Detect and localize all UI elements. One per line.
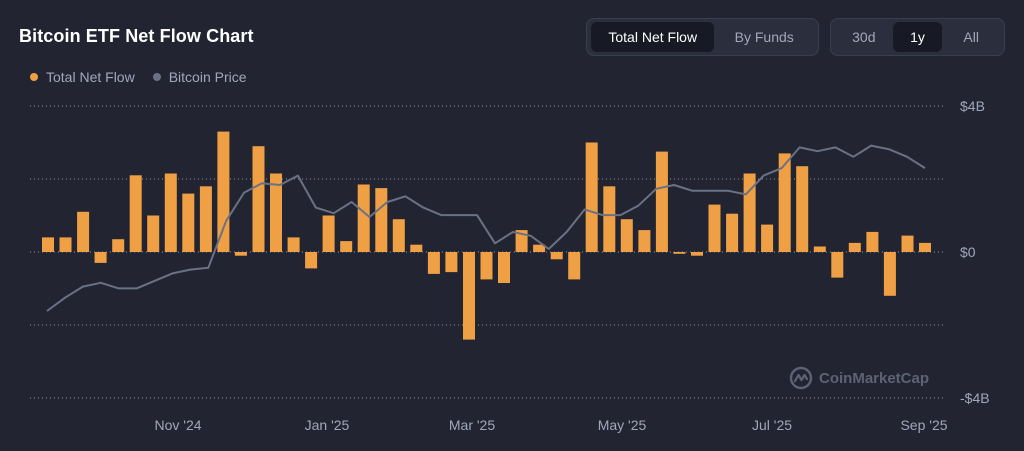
flow-bar	[252, 146, 265, 252]
flow-bar	[77, 211, 90, 252]
flow-bar	[726, 213, 739, 252]
view-toggle: Total Net Flow By Funds	[586, 18, 819, 56]
y-tick-label: $0	[960, 244, 976, 260]
tab-total-net-flow[interactable]: Total Net Flow	[591, 22, 715, 52]
flow-bar	[305, 252, 318, 269]
flow-bar	[234, 252, 247, 256]
watermark-text: CoinMarketCap	[819, 369, 930, 387]
flow-bar	[182, 193, 195, 252]
range-all-button[interactable]: All	[963, 29, 979, 45]
flow-bar	[761, 224, 774, 252]
flow-bar	[919, 242, 931, 252]
flow-bar	[427, 252, 440, 274]
bitcoin-price-line	[46, 144, 926, 312]
flow-bar	[410, 244, 423, 252]
flow-bar	[673, 252, 686, 254]
flow-bar	[831, 252, 844, 278]
flow-bar	[568, 252, 581, 280]
flow-bar	[550, 252, 563, 260]
flow-bar	[866, 231, 879, 252]
chart-legend: Total Net Flow Bitcoin Price	[30, 69, 247, 85]
flow-bar	[620, 219, 633, 252]
flow-bar	[638, 230, 651, 252]
flow-bar	[94, 252, 107, 263]
flow-bar	[515, 230, 528, 252]
flow-bar	[357, 184, 370, 252]
flow-bar	[585, 142, 598, 252]
x-tick-label: Jan '25	[305, 417, 350, 433]
x-tick-label: May '25	[598, 417, 647, 433]
flow-bar	[498, 252, 510, 283]
legend-item-total-net-flow[interactable]: Total Net Flow	[30, 69, 135, 85]
flow-bar	[463, 252, 475, 340]
flow-bar	[147, 215, 160, 252]
flow-bar	[901, 235, 914, 252]
flow-bar	[778, 153, 791, 252]
x-tick-label: Jul '25	[752, 417, 792, 433]
flow-bar	[217, 131, 230, 252]
coinmarketcap-logo-icon	[789, 366, 813, 390]
flow-bar	[375, 188, 388, 252]
legend-label-total-net-flow: Total Net Flow	[46, 69, 135, 85]
flow-bar	[164, 173, 177, 252]
flow-bar	[322, 215, 335, 252]
flow-bar	[287, 237, 300, 252]
watermark: CoinMarketCap	[789, 366, 929, 390]
y-tick-label: $4B	[960, 98, 985, 114]
flow-bar	[340, 241, 353, 252]
legend-dot-icon	[30, 73, 38, 81]
flow-bar	[445, 252, 458, 273]
flow-bar	[691, 252, 703, 256]
chart-title: Bitcoin ETF Net Flow Chart	[19, 26, 254, 46]
y-tick-label: -$4B	[960, 390, 990, 406]
flow-bar	[848, 242, 861, 252]
flow-bar	[129, 175, 142, 252]
flow-bar	[270, 173, 282, 252]
flow-bar	[59, 237, 72, 252]
flow-bar	[533, 244, 546, 252]
flow-bar	[480, 252, 493, 280]
flow-bar	[883, 252, 896, 296]
x-tick-label: Nov '24	[154, 417, 201, 433]
flow-bar	[199, 186, 212, 252]
flow-bar	[392, 219, 405, 252]
range-toggle: 30d 1y All	[830, 18, 1005, 56]
flow-bar	[42, 237, 54, 252]
flow-bar	[112, 239, 125, 252]
flow-bar	[655, 151, 668, 252]
flow-bar	[603, 186, 616, 252]
range-1y-button[interactable]: 1y	[892, 22, 943, 52]
x-tick-label: Sep '25	[900, 417, 947, 433]
range-30d-button[interactable]: 30d	[852, 29, 876, 45]
flow-bar	[796, 166, 809, 252]
legend-label-bitcoin-price: Bitcoin Price	[168, 69, 247, 85]
flow-bar	[708, 204, 721, 252]
x-tick-label: Mar '25	[449, 417, 495, 433]
legend-dot-icon	[152, 73, 161, 81]
flow-bar	[813, 246, 826, 252]
legend-item-bitcoin-price[interactable]: Bitcoin Price	[152, 69, 247, 85]
tab-by-funds[interactable]: By Funds	[734, 29, 794, 45]
